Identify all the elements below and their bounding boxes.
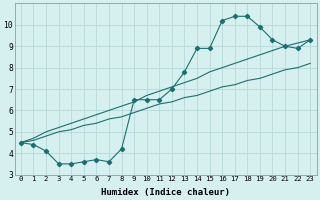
- X-axis label: Humidex (Indice chaleur): Humidex (Indice chaleur): [101, 188, 230, 197]
